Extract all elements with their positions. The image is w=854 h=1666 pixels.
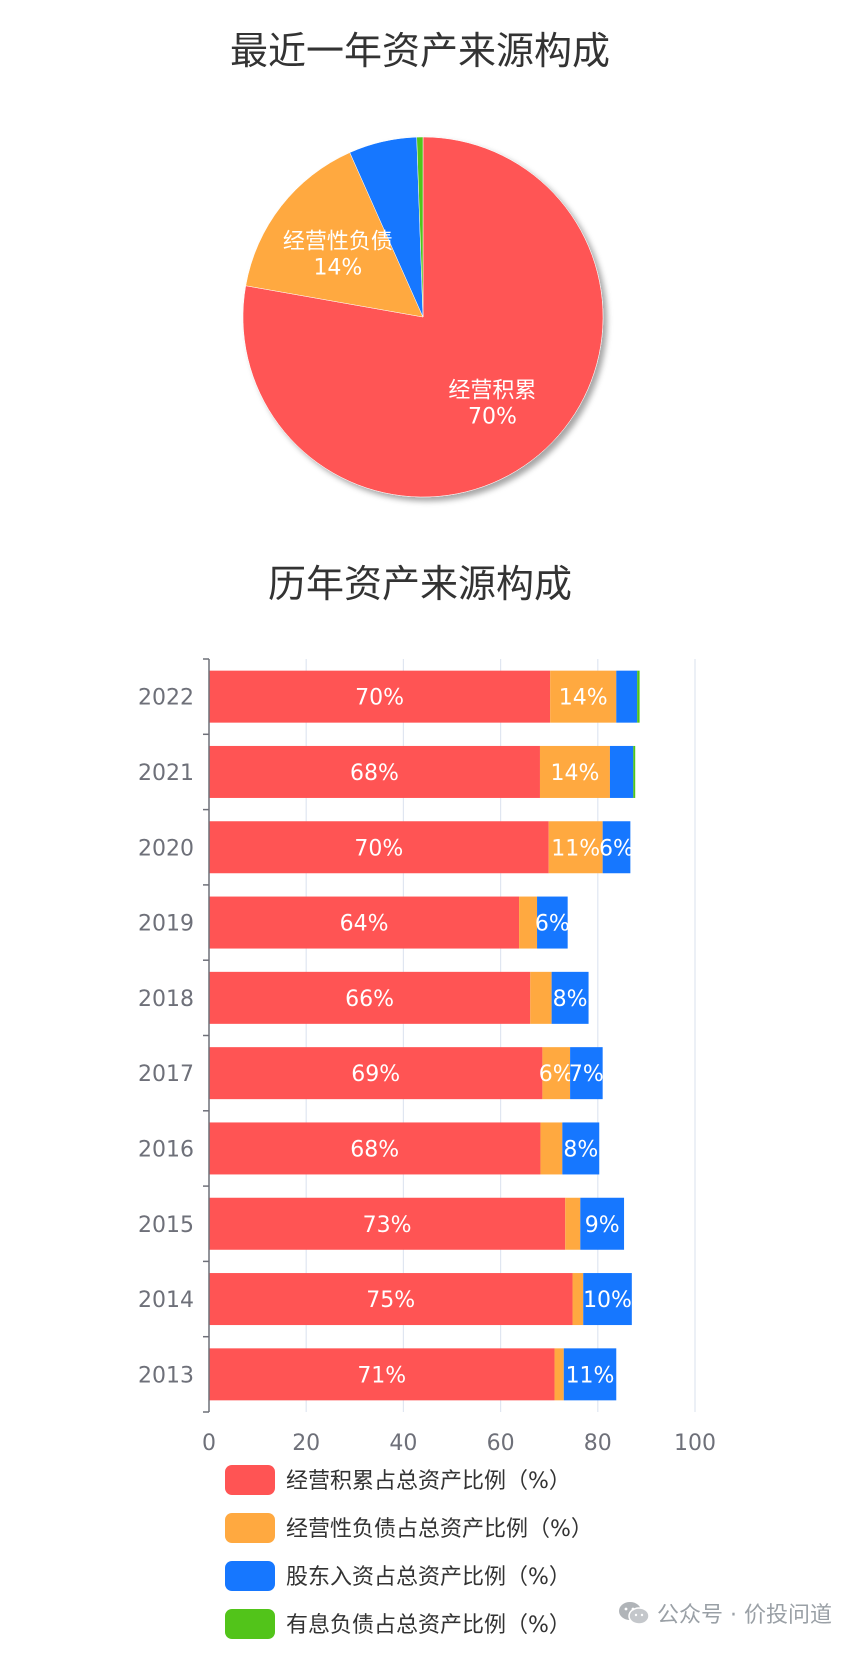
- bar-data-label: 6%: [599, 836, 634, 861]
- bar-data-label: 14%: [559, 686, 608, 711]
- bar-data-label: 71%: [357, 1363, 406, 1388]
- watermark: 公众号 · 价投问道: [617, 1597, 832, 1629]
- bar-segment-s1-2019: [519, 896, 538, 949]
- bar-segment-s2-2021: [609, 745, 634, 798]
- y-category-label: 2013: [138, 1363, 194, 1388]
- bar-data-label: 11%: [551, 836, 600, 861]
- y-category-label: 2022: [138, 686, 194, 711]
- bar-segment-s2-2015: [580, 1197, 625, 1250]
- bar-segment-s0-2016: [209, 1122, 541, 1175]
- bar-data-label: 14%: [551, 761, 600, 786]
- bar-data-label: 64%: [340, 912, 389, 937]
- bar-segment-s1-2017: [542, 1047, 571, 1100]
- bar-data-label: 66%: [345, 987, 394, 1012]
- bar-segment-s0-2014: [209, 1273, 573, 1326]
- bar-segment-s1-2021: [539, 745, 610, 798]
- bar-data-label: 8%: [563, 1137, 598, 1162]
- bar-segment-s2-2016: [562, 1122, 600, 1175]
- legend-swatch-3: [225, 1609, 275, 1639]
- legend-swatch-1: [225, 1513, 275, 1543]
- bar-segment-s2-2014: [583, 1273, 632, 1326]
- bar-data-label: 9%: [585, 1213, 620, 1238]
- x-tick-label: 20: [292, 1431, 320, 1456]
- bar-data-label: 7%: [569, 1062, 604, 1087]
- x-tick-label: 60: [487, 1431, 515, 1456]
- bar-segment-s0-2017: [209, 1047, 543, 1100]
- bar-data-label: 11%: [566, 1363, 615, 1388]
- x-tick-label: 100: [674, 1431, 716, 1456]
- bar-segment-s3-2022: [637, 670, 640, 723]
- bar-segment-s0-2020: [209, 821, 549, 874]
- watermark-text: 公众号 · 价投问道: [657, 1603, 832, 1628]
- pie-label-name-0: 经营积累: [448, 379, 536, 404]
- bar-title: 历年资产来源构成: [268, 562, 572, 606]
- bar-data-label: 70%: [354, 836, 403, 861]
- bar-segment-s3-2021: [633, 745, 636, 798]
- legend: 经营积累占总资产比例（%） 经营性负债占总资产比例（%） 股东入资占总资产比例（%）…: [225, 1465, 593, 1639]
- bar-data-label: 75%: [366, 1288, 415, 1313]
- y-category-label: 2015: [138, 1213, 194, 1238]
- bar-data-label: 10%: [583, 1288, 632, 1313]
- bar-data-label: 8%: [553, 987, 588, 1012]
- legend-label-0: 经营积累占总资产比例（%）: [286, 1469, 571, 1494]
- pie-label-name-1: 经营性负债: [283, 230, 393, 255]
- bar-segment-s1-2014: [572, 1273, 584, 1326]
- bar-segment-s1-2022: [550, 670, 617, 723]
- wechat-icon: [619, 1602, 650, 1625]
- y-category-label: 2014: [138, 1288, 194, 1313]
- bar-segment-s1-2015: [565, 1197, 581, 1250]
- pie-slice-3: [416, 136, 424, 318]
- bar-chart: 70% 14%68% 14%70% 11%6%64% 6%66% 8%69% 6%7%68%…: [209, 670, 640, 1401]
- bar-segment-s1-2020: [548, 821, 603, 874]
- x-tick-label: 0: [202, 1431, 216, 1456]
- y-category-label: 2020: [138, 836, 194, 861]
- legend-swatch-0: [225, 1465, 275, 1495]
- bar-segment-s0-2022: [209, 670, 551, 723]
- bar-data-label: 68%: [350, 1137, 399, 1162]
- pie-slice-1: [245, 152, 424, 318]
- legend-label-3: 有息负债占总资产比例（%）: [286, 1613, 571, 1638]
- y-category-label: 2018: [138, 987, 194, 1012]
- bar-data-label: 68%: [350, 761, 399, 786]
- y-category-label: 2016: [138, 1137, 194, 1162]
- bar-segment-s0-2018: [209, 971, 531, 1024]
- pie-slice-0: [242, 136, 604, 498]
- bar-segment-s1-2013: [554, 1348, 564, 1401]
- legend-label-2: 股东入资占总资产比例（%）: [286, 1565, 571, 1590]
- y-category-label: 2019: [138, 912, 194, 937]
- bar-segment-s0-2013: [209, 1348, 555, 1401]
- pie-title: 最近一年资产来源构成: [230, 29, 610, 73]
- bar-data-label: 70%: [355, 686, 404, 711]
- bar-segment-s0-2019: [209, 896, 520, 949]
- x-tick-label: 40: [389, 1431, 417, 1456]
- y-category-label: 2021: [138, 761, 194, 786]
- y-category-label: 2017: [138, 1062, 194, 1087]
- bar-segment-s2-2022: [616, 670, 638, 723]
- bar-data-label: 73%: [363, 1213, 412, 1238]
- bar-segment-s0-2015: [209, 1197, 566, 1250]
- bar-segment-s2-2017: [570, 1047, 603, 1100]
- pie-chart: [242, 136, 604, 498]
- pie-label-pct-1: 14%: [313, 256, 362, 281]
- x-tick-label: 80: [584, 1431, 612, 1456]
- bar-segment-s1-2018: [530, 971, 552, 1024]
- bar-data-label: 69%: [351, 1062, 400, 1087]
- bar-data-label: 6%: [535, 912, 570, 937]
- bar-segment-s0-2021: [209, 745, 540, 798]
- bar-segment-s2-2020: [602, 821, 631, 874]
- bar-segment-s2-2013: [563, 1348, 617, 1401]
- bar-segment-s2-2018: [551, 971, 589, 1024]
- legend-label-1: 经营性负债占总资产比例（%）: [286, 1517, 593, 1542]
- bar-segment-s2-2019: [537, 896, 568, 949]
- pie-label-pct-0: 70%: [468, 405, 517, 430]
- bar-data-label: 6%: [539, 1062, 574, 1087]
- bar-axes: 0 20 40 60 80 100 2022 2021 2020 2019 2018 2017 2016…: [138, 658, 716, 1456]
- legend-swatch-2: [225, 1561, 275, 1591]
- bar-segment-s1-2016: [540, 1122, 563, 1175]
